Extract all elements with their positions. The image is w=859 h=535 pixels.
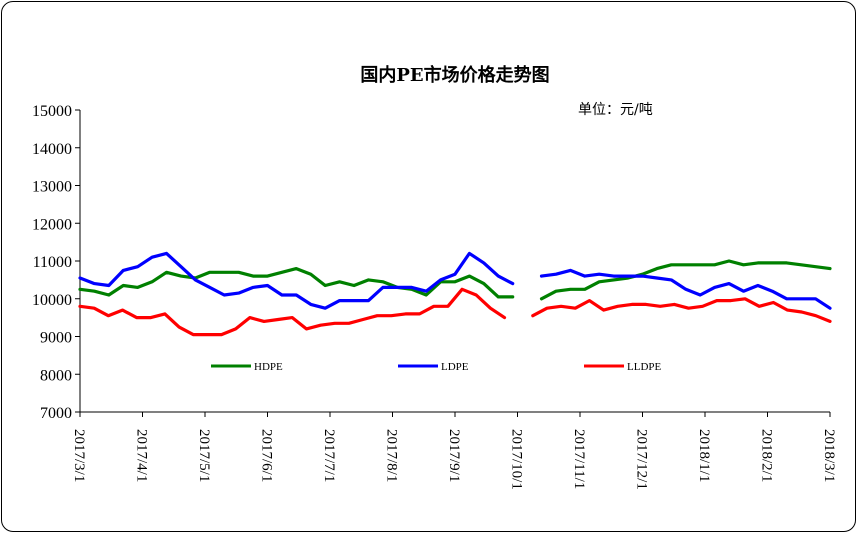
x-tick-label: 2017/4/1 [134,429,150,482]
x-tick-label: 2017/10/1 [509,429,525,490]
axes: 15000 14000 13000 12000 11000 10000 9000 8000 70… [32,103,837,490]
legend-label-lldpe: LLDPE [627,361,662,373]
y-tick-label: 10000 [32,292,72,309]
series-line-ldpe [539,268,832,310]
series-line-lldpe [78,287,507,337]
x-tick-label: 2017/8/1 [384,429,400,482]
y-tick-label: 12000 [32,216,72,233]
legend: HDPE LDPE LLDPE [211,361,662,373]
x-tick-label: 2018/3/1 [821,429,837,482]
y-tick-label: 14000 [32,141,72,158]
x-tick-label: 2017/3/1 [71,429,87,482]
y-tick-label: 15000 [32,103,72,120]
y-tick-label: 13000 [32,179,72,196]
x-tick-label: 2017/11/1 [571,429,587,489]
x-tick-label: 2018/2/1 [759,429,775,482]
x-tick-label: 2017/7/1 [321,429,337,482]
y-tick-label: 9000 [40,330,72,347]
series-line-lldpe [531,297,832,323]
y-tick-label: 7000 [40,405,72,422]
x-tick-label: 2017/6/1 [259,429,275,482]
series-line-hdpe [78,267,515,299]
x-tick-label: 2017/9/1 [446,429,462,482]
series-lines [78,251,832,337]
unit-label: 单位：元/吨 [578,102,653,118]
chart-title: 国内PE市场价格走势图 [360,64,549,86]
y-tick-label: 11000 [33,254,72,271]
x-tick-label: 2018/1/1 [696,429,712,482]
legend-label-hdpe: HDPE [254,361,283,373]
series-line-ldpe [78,251,515,310]
y-tick-label: 8000 [40,367,72,384]
x-tick-label: 2017/12/1 [634,429,650,490]
x-tick-label: 2017/5/1 [196,429,212,482]
legend-label-ldpe: LDPE [441,361,469,373]
series-line-hdpe [539,259,832,301]
